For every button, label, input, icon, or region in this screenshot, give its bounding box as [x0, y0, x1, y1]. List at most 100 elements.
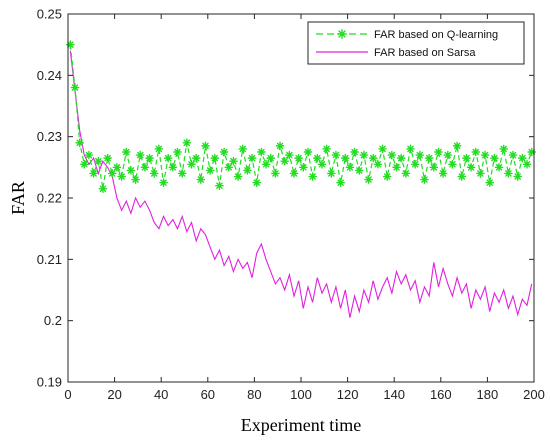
- y-axis: 0.19 0.2 0.21 0.22 0.23 0.24 0.25: [37, 7, 534, 390]
- q-learning-point: [326, 169, 336, 178]
- q-learning-point: [243, 166, 252, 175]
- x-tick-label: 100: [290, 387, 312, 402]
- x-tick-label: 120: [337, 387, 359, 402]
- q-learning-point: [462, 153, 471, 163]
- x-tick-label: 60: [201, 387, 215, 402]
- q-learning-point: [247, 153, 257, 163]
- x-tick-label: 180: [477, 387, 499, 402]
- q-learning-point: [345, 163, 355, 172]
- q-learning-point: [187, 159, 196, 169]
- q-learning-point: [289, 169, 299, 178]
- q-learning-point: [434, 147, 443, 157]
- q-learning-point: [163, 153, 173, 163]
- q-learning-point: [313, 153, 322, 163]
- q-learning-point: [145, 153, 154, 163]
- q-learning-point: [336, 178, 345, 187]
- q-learning-point: [98, 184, 108, 194]
- x-tick-label: 200: [523, 387, 545, 402]
- series-line-q-learning: [69, 44, 533, 189]
- q-learning-point: [266, 153, 276, 163]
- y-tick-label: 0.24: [37, 68, 62, 83]
- y-axis-title: FAR: [8, 181, 28, 215]
- q-learning-point: [443, 150, 453, 160]
- q-learning-point: [140, 163, 150, 172]
- q-learning-point: [201, 141, 210, 151]
- q-learning-point: [415, 150, 425, 160]
- x-tick-label: 140: [383, 387, 405, 402]
- q-learning-point: [303, 147, 313, 157]
- x-tick-label: 20: [107, 387, 121, 402]
- x-tick-label: 0: [64, 387, 71, 402]
- q-learning-point: [210, 153, 220, 163]
- q-learning-point: [420, 175, 429, 184]
- legend-box: [307, 21, 525, 65]
- q-learning-point: [219, 147, 229, 157]
- q-learning-point: [299, 163, 308, 172]
- q-learning-point: [294, 153, 303, 163]
- y-tick-label: 0.19: [37, 375, 62, 390]
- q-learning-point: [438, 169, 448, 178]
- q-learning-point: [382, 172, 392, 181]
- q-learning-point: [429, 163, 439, 172]
- x-axis: 0 20 40 60 80 100 120 140 160 180 200: [64, 14, 545, 402]
- q-learning-point: [508, 150, 518, 160]
- q-learning-point: [84, 150, 94, 160]
- q-learning-point: [322, 144, 331, 154]
- q-learning-point: [513, 172, 522, 181]
- x-tick-label: 40: [154, 387, 168, 402]
- q-learning-point: [364, 175, 373, 184]
- q-learning-point: [285, 150, 294, 160]
- q-learning-point: [135, 150, 145, 160]
- q-learning-point: [182, 138, 192, 148]
- x-tick-label: 160: [430, 387, 452, 402]
- q-learning-point: [93, 156, 103, 166]
- q-learning-point: [238, 144, 248, 154]
- q-learning-point: [252, 178, 262, 187]
- q-learning-point: [522, 159, 532, 169]
- q-learning-point: [480, 150, 490, 160]
- q-learning-point: [257, 147, 266, 157]
- q-learning-point: [317, 159, 327, 169]
- y-tick-label: 0.2: [44, 313, 62, 328]
- y-tick-label: 0.23: [37, 129, 62, 144]
- q-learning-point: [191, 153, 201, 163]
- q-learning-point: [485, 178, 495, 187]
- q-learning-point: [401, 169, 411, 178]
- q-learning-point: [80, 159, 89, 169]
- series-layer: [66, 40, 536, 318]
- q-learning-point: [452, 141, 462, 151]
- y-tick-label: 0.25: [37, 7, 62, 22]
- q-learning-point: [471, 147, 481, 157]
- y-tick-label: 0.21: [37, 252, 62, 267]
- q-learning-point: [331, 150, 341, 160]
- q-learning-point: [392, 163, 401, 172]
- q-learning-point: [308, 172, 317, 181]
- q-learning-point: [280, 156, 289, 166]
- q-learning-point: [368, 153, 378, 163]
- q-learning-point: [126, 166, 136, 175]
- q-learning-point: [75, 138, 84, 148]
- q-learning-point: [131, 175, 140, 184]
- q-learning-point: [154, 144, 164, 154]
- q-learning-point: [448, 159, 457, 169]
- q-learning-point: [70, 83, 80, 92]
- q-learning-point: [107, 169, 117, 178]
- x-axis-title: Experiment time: [241, 415, 361, 435]
- q-learning-point: [424, 153, 434, 163]
- q-learning-point: [378, 144, 387, 154]
- q-learning-point: [490, 153, 499, 163]
- q-learning-point: [457, 172, 467, 181]
- q-learning-point: [396, 153, 406, 163]
- q-learning-point: [261, 159, 271, 169]
- q-learning-point: [387, 150, 397, 160]
- q-learning-point: [476, 169, 485, 178]
- legend-label: FAR based on Sarsa: [374, 47, 476, 59]
- q-learning-point: [350, 147, 359, 157]
- legend: FAR based on Q-learning FAR based on Sars…: [307, 21, 525, 65]
- q-learning-point: [196, 175, 206, 184]
- q-learning-point: [205, 166, 215, 175]
- q-learning-point: [271, 169, 280, 178]
- q-learning-point: [168, 163, 178, 172]
- q-learning-point: [499, 144, 509, 154]
